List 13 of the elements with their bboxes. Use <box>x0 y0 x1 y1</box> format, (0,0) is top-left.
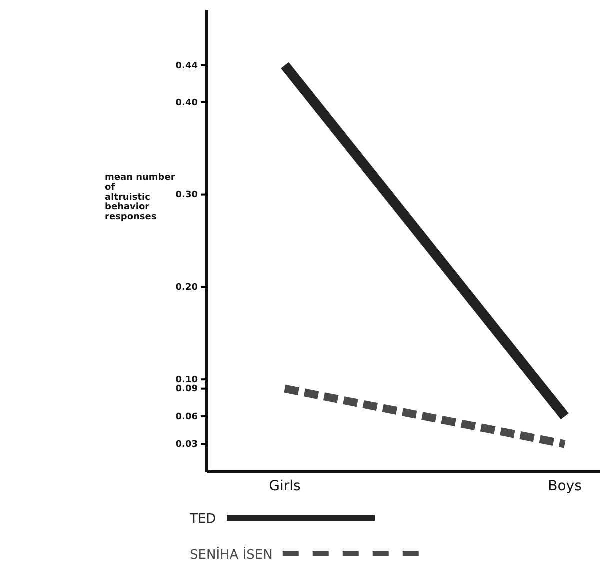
legend-label: SENİHA İSEN <box>190 547 273 563</box>
y-tick-label: 0.06 <box>176 412 198 422</box>
y-tick-label: 0.10 <box>176 375 198 386</box>
y-tick-label: 0.03 <box>176 440 198 450</box>
y-tick-label: 0.20 <box>176 283 198 294</box>
x-tick-label: Girls <box>269 478 301 494</box>
y-tick-label: 0.40 <box>176 98 198 108</box>
text: TED <box>189 512 216 527</box>
x-tick-label: Boys <box>548 478 582 494</box>
y-tick-label: 0.44 <box>176 61 198 72</box>
y-tick-label: 0.09 <box>176 384 198 395</box>
y-axis-title: mean number of altruistic behavior responses <box>105 173 176 223</box>
y-tick-label: 0.30 <box>176 190 198 201</box>
